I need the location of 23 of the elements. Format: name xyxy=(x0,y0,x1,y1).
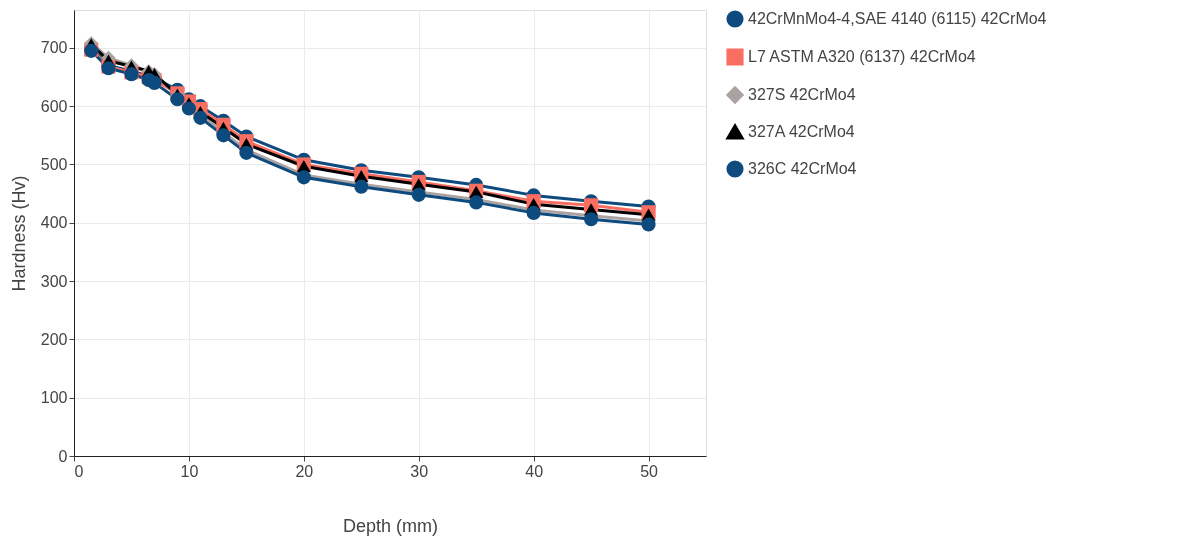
x-tick-label: 0 xyxy=(74,462,84,480)
point xyxy=(170,92,185,107)
legend-label: L7 ASTM A320 (6137) 42CrMo4 xyxy=(748,48,976,65)
y-tick-label: 100 xyxy=(40,389,68,407)
legend-label: 42CrMnMo4-4,SAE 4140 (6115) 42CrMo4 xyxy=(748,10,1047,27)
x-tick-label: 20 xyxy=(295,462,314,480)
y-tick-label: 700 xyxy=(40,39,68,57)
x-tick-label: 50 xyxy=(640,462,659,480)
x-tick-label: 40 xyxy=(525,462,544,480)
legend-label: 327S 42CrMo4 xyxy=(748,86,856,103)
x-tick-label: 10 xyxy=(180,462,199,480)
point xyxy=(584,212,599,227)
y-tick-label: 300 xyxy=(40,272,68,290)
y-tick-label: 400 xyxy=(40,214,68,232)
y-tick-label: 600 xyxy=(40,97,68,115)
y-tick-label: 500 xyxy=(40,156,68,173)
y-tick-label: 0 xyxy=(58,447,68,465)
x-axis-title: Depth (mm) xyxy=(342,515,439,536)
legend-label: 326C 42CrMo4 xyxy=(748,160,857,177)
legend-label: 327A 42CrMo4 xyxy=(748,123,855,140)
y-axis-title: Hardness (Hv) xyxy=(8,175,29,292)
x-tick-label: 30 xyxy=(410,462,429,480)
y-tick-label: 200 xyxy=(40,330,68,348)
